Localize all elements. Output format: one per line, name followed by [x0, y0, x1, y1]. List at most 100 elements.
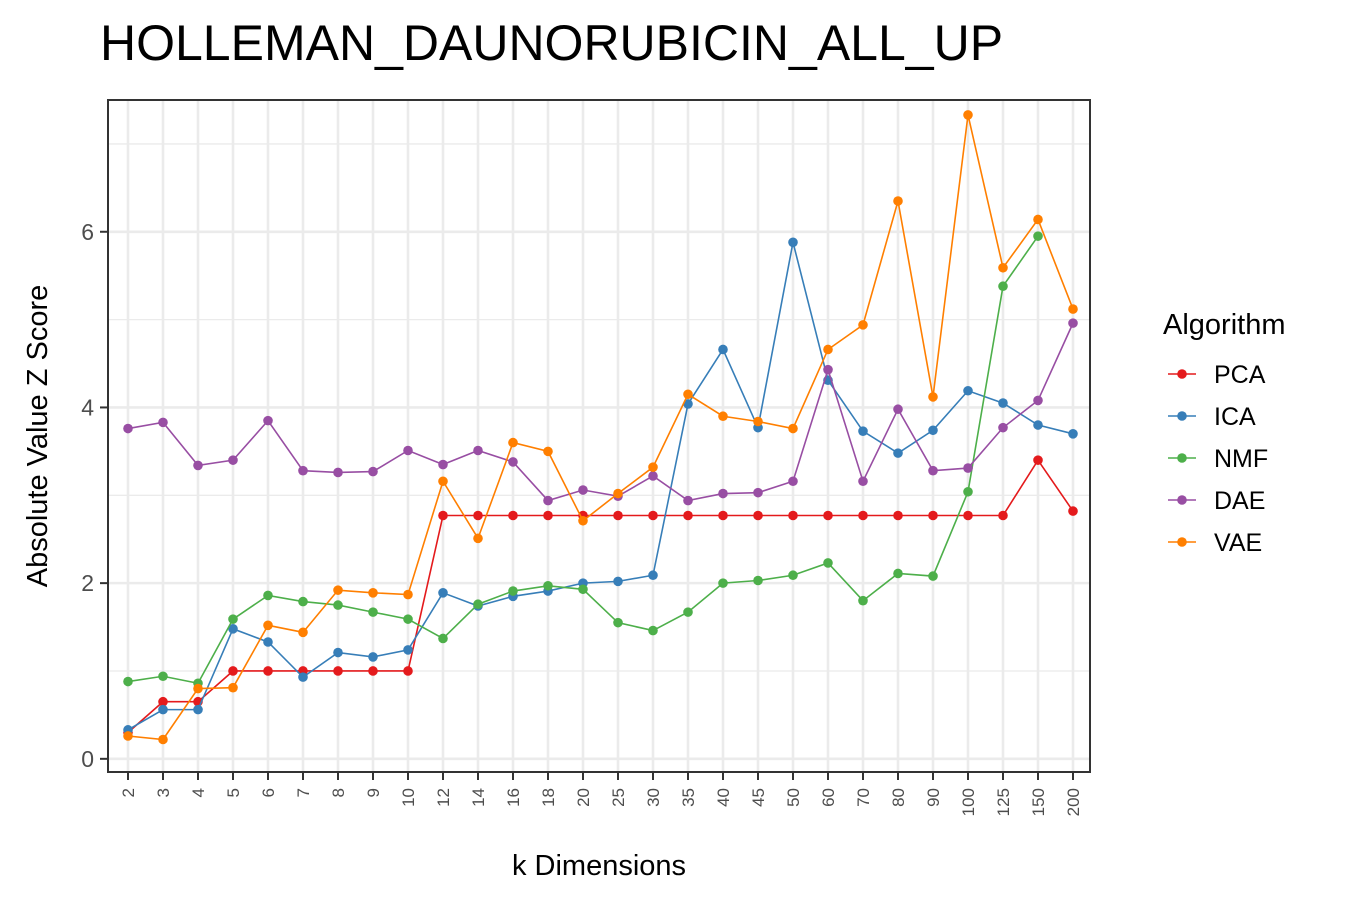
- series-dae: [123, 318, 1078, 506]
- x-tick-label: 18: [539, 788, 558, 807]
- data-point-vae: [893, 196, 903, 206]
- data-point-ica: [963, 385, 973, 396]
- data-point-nmf: [333, 600, 343, 610]
- data-point-ica: [1033, 420, 1043, 430]
- data-point-pca: [333, 666, 343, 676]
- y-tick-label: 6: [81, 219, 94, 245]
- data-point-vae: [473, 533, 483, 544]
- series-line-vae: [127, 114, 1074, 741]
- data-point-ica: [998, 398, 1008, 408]
- data-point-nmf: [998, 281, 1008, 292]
- data-point-ica: [368, 652, 378, 662]
- x-tick-label: 12: [434, 788, 453, 807]
- data-point-dae: [963, 463, 973, 473]
- data-point-pca: [963, 510, 973, 521]
- data-point-dae: [263, 415, 273, 426]
- data-point-pca: [893, 510, 903, 521]
- data-point-vae: [823, 344, 833, 355]
- y-tick-label: 2: [81, 570, 94, 596]
- x-tick-label: 200: [1064, 788, 1083, 816]
- data-point-dae: [193, 460, 203, 471]
- data-point-vae: [368, 588, 378, 598]
- x-tick-label: 40: [714, 788, 733, 807]
- data-point-dae: [788, 476, 798, 487]
- data-point-nmf: [928, 571, 938, 581]
- data-point-vae: [788, 423, 798, 434]
- data-point-nmf: [508, 586, 518, 596]
- legend-key-point: [1177, 369, 1187, 379]
- x-axis-label: k Dimensions: [512, 850, 686, 882]
- data-point-pca: [753, 510, 763, 521]
- data-point-pca: [543, 510, 553, 521]
- data-point-vae: [193, 683, 203, 694]
- data-point-ica: [718, 344, 728, 355]
- data-point-pca: [158, 696, 168, 707]
- data-point-dae: [123, 423, 133, 434]
- data-point-ica: [158, 704, 168, 715]
- x-tick-label: 7: [294, 788, 313, 797]
- legend-key-point: [1177, 495, 1187, 505]
- data-point-ica: [298, 672, 308, 682]
- x-tick-label: 150: [1029, 788, 1048, 816]
- legend-title: Algorithm: [1163, 309, 1286, 341]
- data-point-dae: [158, 417, 168, 428]
- chart-title: HOLLEMAN_DAUNORUBICIN_ALL_UP: [100, 15, 1004, 71]
- data-point-dae: [473, 445, 483, 456]
- x-tick-label: 20: [574, 788, 593, 807]
- data-point-nmf: [543, 580, 553, 591]
- data-point-vae: [648, 462, 658, 472]
- data-point-nmf: [823, 558, 833, 568]
- data-point-vae: [928, 392, 938, 402]
- x-tick-label: 45: [749, 788, 768, 807]
- data-point-vae: [858, 320, 868, 330]
- data-point-dae: [508, 457, 518, 467]
- data-point-dae: [893, 404, 903, 415]
- legend-label-vae: VAE: [1214, 529, 1262, 557]
- data-point-nmf: [158, 671, 168, 682]
- data-point-nmf: [368, 607, 378, 617]
- y-tick-label: 4: [81, 394, 94, 420]
- x-tick-label: 35: [679, 788, 698, 807]
- data-point-nmf: [1033, 231, 1043, 241]
- data-point-ica: [788, 237, 798, 248]
- data-point-dae: [1033, 395, 1043, 406]
- data-point-ica: [613, 576, 623, 587]
- data-point-dae: [1068, 318, 1078, 328]
- data-point-dae: [998, 422, 1008, 433]
- x-tick-label: 2: [119, 788, 138, 797]
- data-point-vae: [683, 389, 693, 400]
- data-point-vae: [403, 589, 413, 600]
- data-point-vae: [998, 262, 1008, 273]
- data-point-vae: [543, 446, 553, 457]
- data-point-pca: [613, 510, 623, 521]
- data-point-dae: [753, 487, 763, 498]
- x-tick-label: 100: [959, 788, 978, 816]
- data-point-nmf: [438, 633, 448, 644]
- data-point-nmf: [753, 575, 763, 586]
- data-point-vae: [333, 585, 343, 595]
- data-point-nmf: [298, 596, 308, 607]
- data-point-ica: [228, 624, 238, 634]
- x-tick-label: 60: [819, 788, 838, 807]
- data-point-ica: [928, 425, 938, 436]
- data-point-ica: [438, 588, 448, 598]
- data-point-pca: [438, 510, 448, 521]
- series-line-pca: [127, 458, 1074, 734]
- data-point-pca: [263, 666, 273, 676]
- data-point-ica: [893, 448, 903, 458]
- legend-key-point: [1177, 537, 1187, 547]
- data-point-pca: [403, 666, 413, 676]
- series-ica: [123, 237, 1078, 735]
- x-tick-label: 14: [469, 788, 488, 807]
- x-tick-label: 30: [644, 788, 663, 807]
- data-point-pca: [228, 666, 238, 676]
- data-point-vae: [1033, 214, 1043, 225]
- data-point-dae: [333, 467, 343, 478]
- data-point-vae: [123, 731, 133, 741]
- data-point-dae: [823, 364, 833, 375]
- data-point-vae: [508, 437, 518, 448]
- legend-label-pca: PCA: [1214, 361, 1266, 389]
- x-tick-label: 80: [889, 788, 908, 807]
